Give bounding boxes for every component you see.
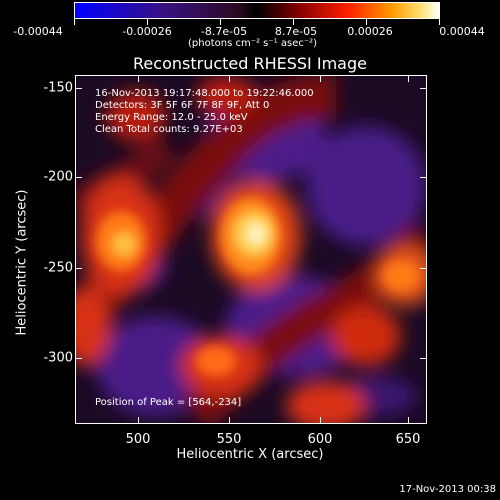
x-tick-mark <box>138 75 139 82</box>
render-timestamp: 17-Nov-2013 00:38 <box>399 484 496 495</box>
x-tick-label: 500 <box>125 432 151 447</box>
image-title: Reconstructed RHESSI Image <box>133 54 367 73</box>
x-tick-mark <box>229 75 230 82</box>
x-tick-mark <box>138 417 139 424</box>
y-tick-mark <box>75 177 82 178</box>
colorbar-tick <box>220 19 221 25</box>
x-tick-mark <box>408 417 409 424</box>
colorbar-tick-label: 0.00044 <box>439 25 485 38</box>
annotation-peak: Position of Peak = [564,-234] <box>95 397 242 408</box>
image-plot: 16-Nov-2013 19:17:48.000 to 19:22:46.000… <box>75 75 427 424</box>
y-axis-label: Heliocentric Y (arcsec) <box>14 189 30 336</box>
annotation-energy: Energy Range: 12.0 - 25.0 keV <box>95 112 248 123</box>
y-tick-mark <box>420 358 427 359</box>
y-tick-mark <box>75 358 82 359</box>
x-axis-label: Heliocentric X (arcsec) <box>176 447 324 462</box>
x-tick-label: 650 <box>395 432 421 447</box>
y-tick-label: -300 <box>43 350 73 366</box>
y-tick-mark <box>420 268 427 269</box>
x-tick-label: 550 <box>216 432 242 447</box>
y-tick-label: -200 <box>43 169 73 185</box>
colorbar-tick-label: -8.7e-05 <box>200 25 248 38</box>
colorbar-tick <box>439 19 440 25</box>
colorbar-tick <box>366 19 367 25</box>
colorbar-tick-label: 8.7e-05 <box>274 25 318 38</box>
x-tick-mark <box>229 417 230 424</box>
colorbar-tick <box>147 19 148 25</box>
y-tick-label: -150 <box>43 80 73 96</box>
x-tick-mark <box>320 417 321 424</box>
colorbar-tick-label: -0.00026 <box>122 25 172 38</box>
x-tick-mark <box>408 75 409 82</box>
annotation-detectors: Detectors: 3F 5F 6F 7F 8F 9F, Att 0 <box>95 100 270 111</box>
x-tick-mark <box>320 75 321 82</box>
colorbar-tick <box>74 19 75 25</box>
colorbar <box>74 2 440 19</box>
y-tick-mark <box>420 88 427 89</box>
rhessi-map <box>76 76 426 423</box>
annotation-time-range: 16-Nov-2013 19:17:48.000 to 19:22:46.000 <box>95 88 314 99</box>
x-tick-label: 600 <box>307 432 333 447</box>
colorbar-tick-label: -0.00044 <box>13 25 63 38</box>
colorbar-tick <box>293 19 294 25</box>
colorbar-units: (photons cm⁻² s⁻¹ asec⁻²) <box>188 38 318 49</box>
y-tick-mark <box>75 268 82 269</box>
y-tick-label: -250 <box>43 260 73 276</box>
colorbar-tick-label: 0.00026 <box>347 25 393 38</box>
y-tick-mark <box>75 88 82 89</box>
annotation-clean: Clean Total counts: 9.27E+03 <box>95 124 243 135</box>
y-tick-mark <box>420 177 427 178</box>
